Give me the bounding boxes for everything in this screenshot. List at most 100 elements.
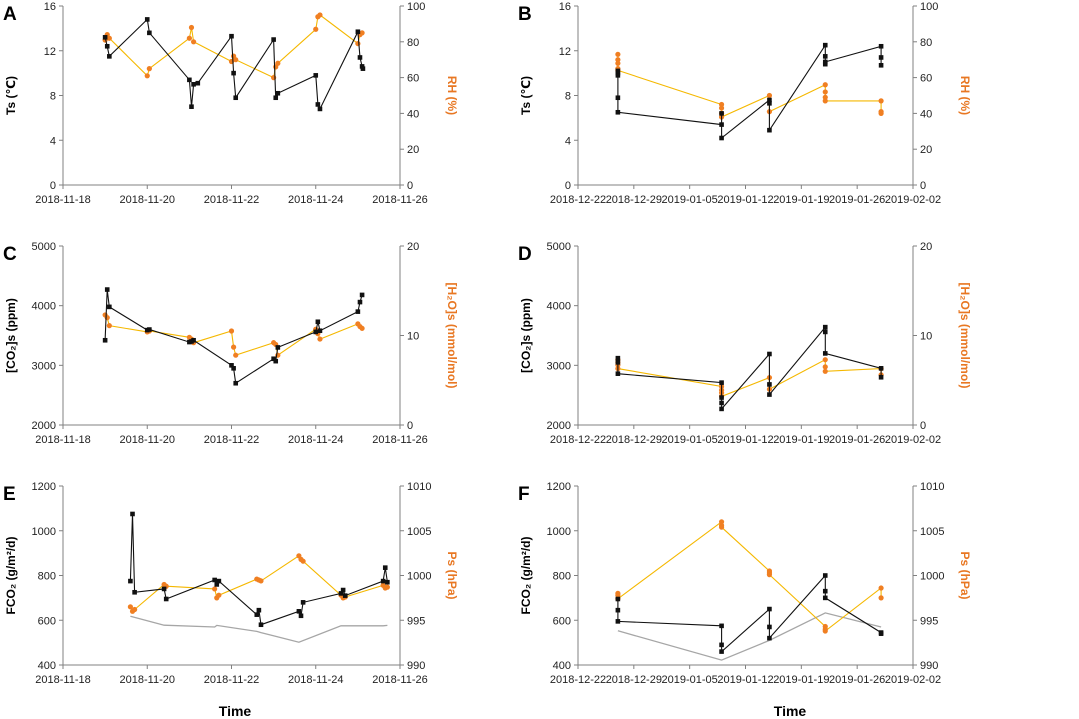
panel-e: E 2018-11-18 2018-11-20 2018-11-22 2018-11-2… — [3, 481, 459, 686]
series-line-h2o — [617, 358, 882, 398]
data-point-fco2 — [342, 593, 348, 598]
data-point-co2 — [878, 366, 884, 371]
data-point-rh — [822, 98, 828, 104]
data-point-ps — [822, 628, 828, 634]
data-point-ts — [229, 33, 234, 39]
data-point-rh — [355, 40, 361, 47]
data-point-ts — [275, 90, 281, 96]
data-point-rh — [615, 57, 621, 63]
x-tick-label: 2018-12-29 — [606, 434, 662, 446]
data-point-ts — [822, 59, 828, 65]
data-point-co2 — [767, 351, 772, 357]
y2-tick-label: 0 — [920, 180, 926, 192]
data-point-fco2 — [822, 573, 828, 578]
y2-axis-title: Ps (hPa) — [445, 551, 459, 599]
data-point-rh — [146, 66, 152, 72]
x-tick-label: 2018-11-22 — [204, 674, 259, 686]
x-tick-label: 2018-11-24 — [288, 194, 343, 206]
data-point-ps — [132, 606, 138, 613]
series-line-fco2 — [617, 574, 882, 653]
data-point-fco2 — [719, 642, 724, 648]
y2-axis-title: [H₂O]s (mmol/mol) — [445, 283, 459, 389]
data-point-rh — [188, 24, 195, 31]
data-point-ts — [233, 95, 239, 101]
data-point-co2 — [359, 292, 365, 298]
data-point-fco2 — [767, 606, 772, 612]
data-point-ts — [147, 30, 152, 36]
data-point-rh — [359, 30, 365, 36]
x-tick-label: 2019-01-19 — [773, 674, 829, 686]
data-point-ts — [878, 43, 884, 49]
data-point-ts — [315, 102, 321, 107]
x-tick-label: 2018-11-18 — [35, 434, 90, 446]
y1-tick-label: 4000 — [32, 301, 56, 313]
data-point-co2 — [107, 304, 112, 310]
data-point-fco2 — [385, 579, 390, 585]
data-point-ps — [300, 558, 306, 564]
x-tick-label: 2018-12-22 — [550, 434, 606, 446]
x-tick-label: 2018-11-26 — [372, 434, 427, 446]
data-point-co2 — [317, 328, 323, 334]
x-tick-label: 2019-01-05 — [662, 674, 718, 686]
data-point-fco2 — [615, 596, 621, 602]
data-point-ts — [102, 35, 108, 40]
data-point-co2 — [719, 395, 724, 400]
panel-c: C 2018-11-18 2018-11-20 2018-11-22 2018-11-2… — [3, 241, 459, 446]
data-point-h2o — [228, 328, 235, 334]
x-tick-label: 2018-12-22 — [550, 674, 606, 686]
data-point-ps — [766, 572, 773, 578]
series-line-ts — [104, 18, 364, 111]
y2-tick-label: 0 — [407, 420, 413, 432]
data-point-co2 — [719, 400, 724, 406]
data-point-rh — [878, 110, 884, 116]
panel-label: D — [518, 244, 532, 265]
data-point-co2 — [719, 406, 724, 412]
data-point-fco2 — [298, 613, 304, 619]
data-point-fco2 — [822, 588, 828, 594]
data-point-rh — [615, 60, 621, 66]
y1-tick-label: 12 — [559, 46, 571, 58]
data-point-h2o — [231, 344, 237, 350]
data-point-co2 — [878, 374, 884, 380]
y1-tick-label: 5000 — [547, 241, 571, 253]
data-point-co2 — [273, 358, 279, 364]
x-tick-label: 2018-11-20 — [120, 674, 175, 686]
data-point-fco2 — [161, 586, 167, 592]
x-tick-label: 2019-01-26 — [829, 674, 885, 686]
data-point-ps — [718, 524, 725, 530]
x-tick-label: 2019-02-02 — [885, 674, 941, 686]
data-point-h2o — [104, 315, 110, 321]
y2-tick-label: 80 — [407, 37, 419, 49]
x-tick-label: 2019-01-19 — [773, 434, 829, 446]
y1-tick-label: 4 — [565, 135, 571, 147]
x-tick-label: 2018-11-24 — [288, 434, 343, 446]
data-point-fco2 — [382, 565, 388, 570]
y1-tick-label: 16 — [559, 1, 571, 13]
data-point-rh — [718, 101, 725, 108]
data-point-fco2 — [340, 587, 346, 593]
data-point-ts — [822, 42, 828, 48]
y1-tick-label: 8 — [50, 91, 56, 103]
y2-axis-title: Ps (hPa) — [958, 551, 972, 599]
series-line-ps — [617, 520, 882, 633]
data-point-fco2 — [615, 607, 621, 613]
data-point-fco2 — [719, 623, 724, 629]
y1-tick-label: 4 — [50, 135, 56, 147]
y2-tick-label: 20 — [920, 241, 932, 253]
data-point-rh — [233, 57, 239, 63]
data-point-ts — [104, 43, 110, 49]
data-point-rh — [313, 26, 319, 32]
data-point-co2 — [275, 345, 281, 350]
data-point-rh — [106, 35, 112, 41]
data-point-fco2 — [296, 609, 302, 614]
x-tick-label: 2018-11-26 — [372, 674, 427, 686]
data-point-fco2 — [212, 577, 217, 583]
data-point-fco2 — [300, 600, 306, 605]
data-point-rh — [317, 12, 323, 18]
data-point-fco2 — [878, 631, 884, 636]
y2-tick-label: 1005 — [920, 526, 944, 538]
x-tick-label: 2018-11-26 — [372, 194, 427, 206]
